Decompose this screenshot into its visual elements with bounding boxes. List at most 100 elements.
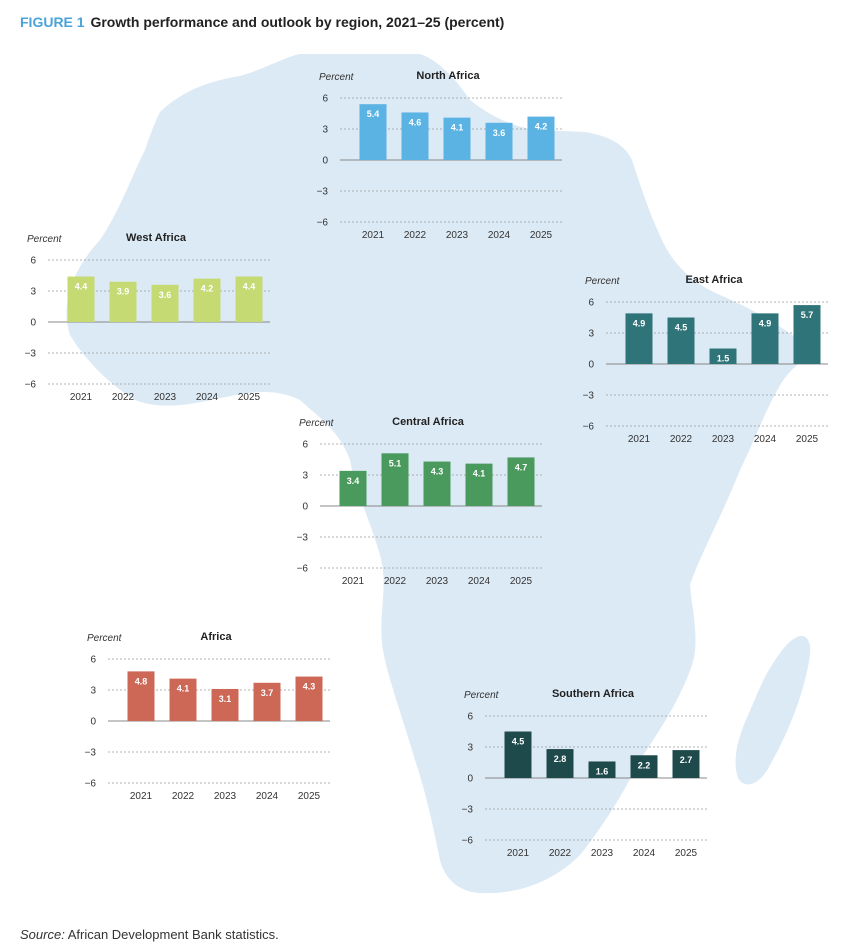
africa-xtick-label: 2021 <box>130 791 153 802</box>
west-africa-bar-2021 <box>67 276 95 322</box>
africa-bar-2023 <box>211 688 239 721</box>
central-africa-bar-2021 <box>339 470 367 506</box>
southern-africa-ytick-label: −3 <box>462 805 474 816</box>
central-africa-xtick-label: 2021 <box>342 576 365 587</box>
southern-africa-xtick-label: 2023 <box>591 848 614 859</box>
east-africa-ytick-label: 6 <box>588 298 594 309</box>
africa-data-label-2022: 4.1 <box>177 684 190 694</box>
west-africa-xtick-label: 2025 <box>238 392 261 403</box>
central-africa-bar-2022 <box>381 453 409 506</box>
east-africa-bar-2024 <box>751 313 779 364</box>
southern-africa-xtick-label: 2022 <box>549 848 572 859</box>
east-africa-xtick-label: 2025 <box>796 434 819 445</box>
figure-title-text: Growth performance and outlook by region… <box>90 14 505 30</box>
east-africa-data-label-2021: 4.9 <box>633 318 646 328</box>
west-africa-bar-2022 <box>109 281 137 322</box>
central-africa-data-label-2022: 5.1 <box>389 458 402 468</box>
east-africa-ytick-label: −6 <box>583 422 595 433</box>
north-africa-ytick-label: 3 <box>322 125 328 136</box>
north-africa-ytick-label: −3 <box>317 187 329 198</box>
east-africa-xtick-label: 2021 <box>628 434 651 445</box>
east-africa-xtick-label: 2024 <box>754 434 777 445</box>
north-africa-data-label-2024: 3.6 <box>493 128 506 138</box>
north-africa-bar-2025 <box>527 116 555 160</box>
source-note: Source: African Development Bank statist… <box>20 927 279 942</box>
central-africa-ytick-label: 6 <box>302 440 308 451</box>
africa-ytick-label: −6 <box>85 779 97 790</box>
north-africa-data-label-2023: 4.1 <box>451 123 464 133</box>
southern-africa-data-label-2024: 2.2 <box>638 760 651 770</box>
africa-ytick-label: 0 <box>90 717 96 728</box>
west-africa-data-label-2022: 3.9 <box>117 287 130 297</box>
central-africa-ytick-label: 3 <box>302 471 308 482</box>
west-africa-ytick-label: 0 <box>30 318 36 329</box>
southern-africa-ytick-label: 6 <box>467 712 473 723</box>
figure-tag: FIGURE 1 <box>20 14 85 30</box>
central-africa-xtick-label: 2022 <box>384 576 407 587</box>
west-africa-data-label-2021: 4.4 <box>75 282 88 292</box>
southern-africa-data-label-2022: 2.8 <box>554 754 567 764</box>
central-africa-bar-2025 <box>507 457 535 506</box>
chart-panel-africa: Percent Africa 6 3 0 −3 −6 4.8 2021 4.1 2022 3.1 202… <box>80 627 340 812</box>
southern-africa-xtick-label: 2021 <box>507 848 530 859</box>
east-africa-xtick-label: 2023 <box>712 434 735 445</box>
west-africa-data-label-2024: 4.2 <box>201 284 214 294</box>
west-africa-xtick-label: 2024 <box>196 392 219 403</box>
east-africa-bar-2022 <box>667 317 695 364</box>
madagascar-shape <box>735 635 811 785</box>
north-africa-xtick-label: 2022 <box>404 230 427 241</box>
africa-data-label-2025: 4.3 <box>303 682 316 692</box>
north-africa-xtick-label: 2023 <box>446 230 469 241</box>
west-africa-title: West Africa <box>126 232 187 244</box>
southern-africa-data-label-2021: 4.5 <box>512 737 525 747</box>
central-africa-ytick-label: −3 <box>297 533 309 544</box>
africa-bar-2021 <box>127 671 155 721</box>
chart-panel-north-africa: Percent North Africa 6 3 0 −3 −6 5.4 2021 4.6 2022… <box>312 66 572 251</box>
central-africa-ytick-label: −6 <box>297 564 309 575</box>
chart-panel-southern-africa: Percent Southern Africa 6 3 0 −3 −6 4.5 2021 2.8 2… <box>457 684 717 869</box>
central-africa-title: Central Africa <box>392 416 465 428</box>
southern-africa-bar-2022 <box>546 749 574 778</box>
west-africa-bar-2024 <box>193 278 221 322</box>
central-africa-ylabel: Percent <box>299 418 335 429</box>
north-africa-ylabel: Percent <box>319 72 355 83</box>
east-africa-bar-2021 <box>625 313 653 364</box>
africa-data-label-2023: 3.1 <box>219 694 232 704</box>
africa-bar-2025 <box>295 676 323 721</box>
chart-central-africa: Percent Central Africa 6 3 0 −3 −6 3.4 2021 5.1 20… <box>297 416 542 587</box>
west-africa-bar-2023 <box>151 284 179 322</box>
chart-southern-africa: Percent Southern Africa 6 3 0 −3 −6 4.5 2021 2.8 2… <box>462 688 707 859</box>
africa-xtick-label: 2023 <box>214 791 237 802</box>
central-africa-data-label-2021: 3.4 <box>347 476 360 486</box>
central-africa-bar-2023 <box>423 461 451 506</box>
east-africa-data-label-2022: 4.5 <box>675 323 688 333</box>
north-africa-ytick-label: 0 <box>322 156 328 167</box>
africa-ytick-label: 3 <box>90 686 96 697</box>
east-africa-xtick-label: 2022 <box>670 434 693 445</box>
east-africa-ytick-label: 0 <box>588 360 594 371</box>
north-africa-ytick-label: −6 <box>317 218 329 229</box>
chart-west-africa: Percent West Africa 6 3 0 −3 −6 4.4 2021 3.9 2022 3… <box>25 232 270 403</box>
africa-ytick-label: 6 <box>90 655 96 666</box>
east-africa-data-label-2024: 4.9 <box>759 318 772 328</box>
africa-ylabel: Percent <box>87 633 123 644</box>
east-africa-ylabel: Percent <box>585 276 621 287</box>
southern-africa-bar-2025 <box>672 750 700 778</box>
north-africa-xtick-label: 2024 <box>488 230 511 241</box>
central-africa-ytick-label: 0 <box>302 502 308 513</box>
west-africa-bar-2025 <box>235 276 263 322</box>
figure-title: FIGURE 1 Growth performance and outlook … <box>20 14 504 30</box>
southern-africa-xtick-label: 2024 <box>633 848 656 859</box>
africa-xtick-label: 2024 <box>256 791 279 802</box>
southern-africa-bar-2024 <box>630 755 658 778</box>
africa-data-label-2021: 4.8 <box>135 676 148 686</box>
southern-africa-data-label-2023: 1.6 <box>596 766 609 776</box>
southern-africa-bar-2021 <box>504 731 532 778</box>
central-africa-xtick-label: 2024 <box>468 576 491 587</box>
west-africa-data-label-2023: 3.6 <box>159 290 172 300</box>
west-africa-ytick-label: −6 <box>25 380 37 391</box>
central-africa-data-label-2025: 4.7 <box>515 462 528 472</box>
africa-xtick-label: 2025 <box>298 791 321 802</box>
source-text: African Development Bank statistics. <box>67 927 279 942</box>
africa-xtick-label: 2022 <box>172 791 195 802</box>
